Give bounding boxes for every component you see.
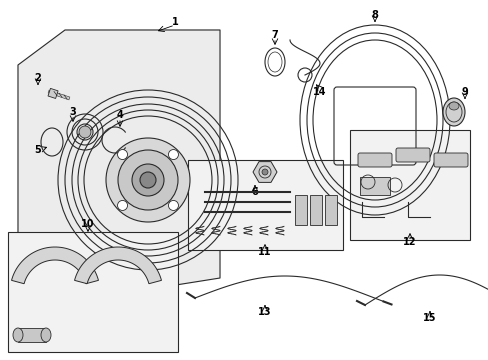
Circle shape	[262, 169, 267, 175]
Circle shape	[168, 201, 178, 211]
Polygon shape	[18, 30, 220, 310]
Circle shape	[132, 164, 163, 196]
Bar	[187, 160, 342, 250]
Bar	[359, 177, 389, 195]
Text: 11: 11	[258, 247, 271, 257]
Bar	[309, 195, 321, 225]
FancyBboxPatch shape	[357, 153, 391, 167]
Text: 3: 3	[69, 107, 76, 117]
Text: 5: 5	[35, 145, 41, 155]
Polygon shape	[74, 247, 161, 284]
Text: 15: 15	[423, 313, 436, 323]
Circle shape	[168, 149, 178, 159]
Text: 9: 9	[461, 87, 468, 97]
Bar	[325, 195, 336, 225]
FancyBboxPatch shape	[433, 153, 467, 167]
Text: 1: 1	[171, 17, 178, 27]
Bar	[8, 232, 178, 352]
Text: 14: 14	[313, 87, 326, 97]
Ellipse shape	[13, 328, 23, 342]
Circle shape	[117, 149, 127, 159]
Bar	[294, 195, 306, 225]
Circle shape	[79, 126, 91, 138]
Text: 12: 12	[403, 237, 416, 247]
Bar	[48, 89, 58, 99]
Polygon shape	[12, 247, 98, 284]
Circle shape	[106, 138, 190, 222]
Text: 8: 8	[371, 10, 378, 20]
Circle shape	[118, 150, 178, 210]
Text: 2: 2	[35, 73, 41, 83]
Circle shape	[117, 201, 127, 211]
Text: 10: 10	[81, 219, 95, 229]
Ellipse shape	[41, 328, 51, 342]
Text: 4: 4	[116, 110, 123, 120]
Ellipse shape	[442, 98, 464, 126]
Bar	[349, 130, 469, 240]
Text: 6: 6	[251, 187, 258, 197]
Ellipse shape	[448, 102, 458, 110]
Text: 13: 13	[258, 307, 271, 317]
Polygon shape	[252, 162, 276, 183]
FancyBboxPatch shape	[395, 148, 429, 162]
Circle shape	[140, 172, 156, 188]
Text: 7: 7	[271, 30, 278, 40]
Bar	[18, 328, 46, 342]
